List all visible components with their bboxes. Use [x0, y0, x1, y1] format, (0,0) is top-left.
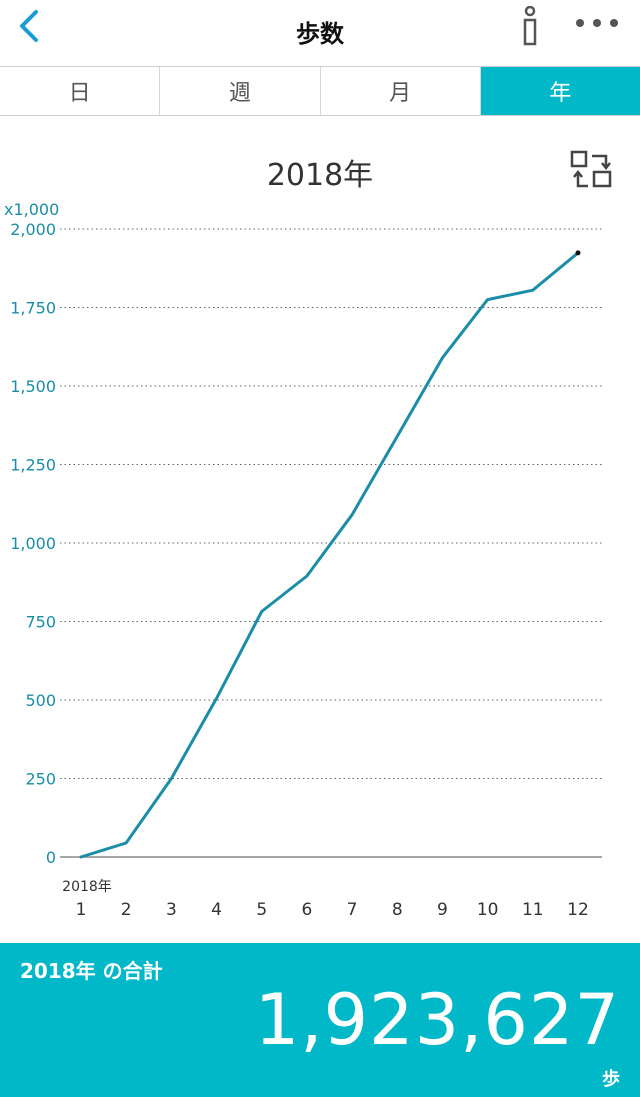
x-tick-label: 2 — [121, 900, 132, 920]
y-tick-label: 500 — [25, 691, 56, 710]
page-title: 歩数 — [296, 20, 344, 48]
x-tick-label: 3 — [166, 900, 177, 920]
x-tick-label: 5 — [256, 900, 267, 920]
info-icon[interactable] — [517, 6, 543, 46]
y-tick-label: 1,250 — [10, 456, 56, 475]
y-tick-label: 1,500 — [10, 377, 56, 396]
x-tick-label: 9 — [437, 900, 448, 920]
steps-line-chart: x1,000 0 250 500 750 1,000 1,250 1,500 1,750 2,00… — [4, 200, 602, 920]
period-tabs: 日 週 月 年 — [0, 66, 640, 116]
tab-week[interactable]: 週 — [160, 67, 321, 115]
y-unit-label: x1,000 — [4, 200, 59, 219]
x-tick-label: 1 — [76, 900, 87, 920]
y-tick-label: 0 — [46, 848, 56, 867]
y-tick-label: 750 — [25, 613, 56, 632]
x-tick-label: 4 — [211, 900, 222, 920]
x-tick-label: 11 — [522, 900, 544, 920]
tab-month[interactable]: 月 — [321, 67, 481, 115]
x-tick-label: 10 — [477, 900, 499, 920]
total-steps-value: 1,923,627 — [254, 979, 620, 1061]
x-tick-label: 12 — [567, 900, 589, 920]
tab-day[interactable]: 日 — [0, 67, 161, 115]
chart-year-title: 2018年 — [266, 158, 374, 193]
steps-unit: 歩 — [602, 1069, 620, 1090]
total-summary-panel: 2018年 の合計 1,923,627 歩 — [0, 943, 640, 1097]
y-tick-label: 1,000 — [10, 534, 56, 553]
x-tick-label: 7 — [347, 900, 358, 920]
y-tick-label: 1,750 — [10, 299, 56, 318]
app-header: 歩数 — [0, 0, 640, 66]
back-chevron-icon[interactable] — [14, 8, 50, 44]
x-tick-label: 6 — [301, 900, 312, 920]
x-tick-label: 8 — [392, 900, 403, 920]
y-tick-label: 250 — [25, 770, 56, 789]
more-options-icon[interactable] — [572, 10, 622, 36]
steps-series-line — [79, 251, 580, 859]
last-data-point — [575, 250, 581, 256]
switch-view-icon[interactable] — [568, 148, 616, 192]
x-first-year-label: 2018年 — [62, 879, 112, 895]
total-label: 2018年 の合計 — [20, 959, 163, 983]
tab-year[interactable]: 年 — [480, 67, 640, 115]
y-tick-label: 2,000 — [10, 220, 56, 239]
